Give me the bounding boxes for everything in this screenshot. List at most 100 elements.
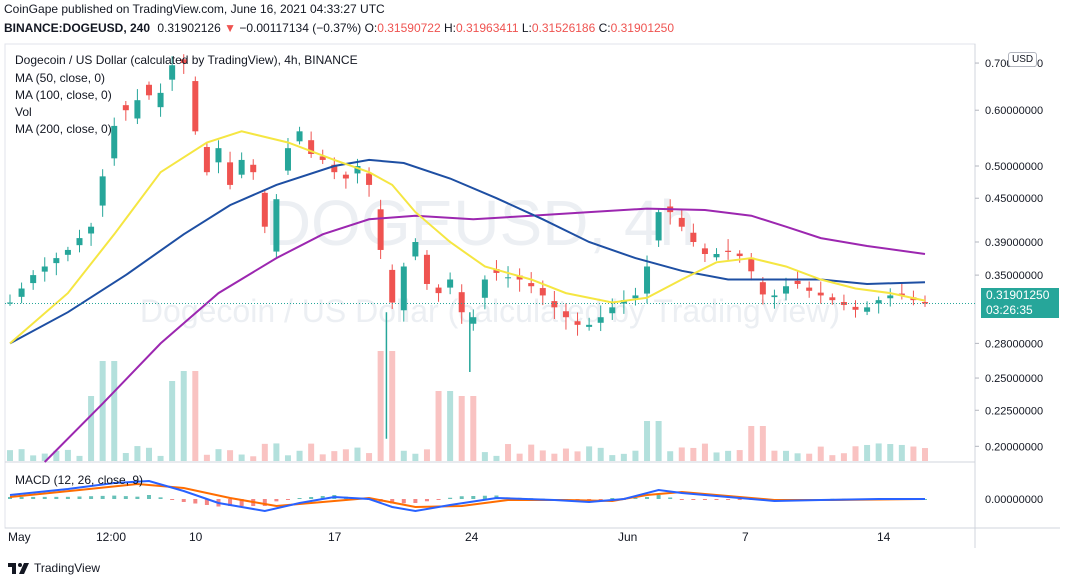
volume-bar bbox=[377, 351, 384, 461]
candle-body bbox=[64, 249, 71, 255]
high-value: 0.31963411 bbox=[456, 21, 519, 35]
legend-ma200[interactable]: MA (200, close, 0) bbox=[15, 122, 112, 136]
volume-bar bbox=[169, 381, 176, 461]
legend-ma50[interactable]: MA (50, close, 0) bbox=[15, 71, 106, 85]
candle-body bbox=[597, 317, 604, 323]
macd-histogram-bar bbox=[274, 499, 279, 502]
candle-body bbox=[423, 254, 430, 284]
macd-histogram-bar bbox=[65, 496, 70, 499]
symbol-label: BINANCE:DOGEUSD, 240 bbox=[4, 21, 151, 35]
y-tick-label: 0.20000000 bbox=[985, 441, 1043, 453]
watermark-symbol: DOGEUSD, 4h bbox=[265, 187, 695, 259]
candle-body bbox=[99, 176, 106, 206]
volume-bar bbox=[458, 396, 465, 461]
macd-histogram-bar bbox=[262, 499, 267, 506]
volume-bar bbox=[238, 454, 245, 461]
macd-histogram-bar bbox=[714, 499, 719, 500]
volume-bar bbox=[701, 443, 708, 461]
volume-bar bbox=[99, 361, 106, 461]
candle-body bbox=[366, 173, 373, 185]
candle-body bbox=[817, 292, 824, 296]
volume-bar bbox=[609, 455, 616, 461]
candle-body bbox=[250, 164, 257, 173]
volume-bar bbox=[551, 453, 558, 461]
macd-histogram-bar bbox=[77, 496, 82, 499]
candle-body bbox=[516, 275, 523, 280]
candle-body bbox=[852, 306, 859, 310]
macd-histogram-bar bbox=[702, 499, 707, 500]
legend-ma100[interactable]: MA (100, close, 0) bbox=[15, 88, 112, 102]
price-tag-countdown: 03:26:35 bbox=[986, 303, 1033, 317]
candle-body bbox=[111, 125, 118, 159]
candle-body bbox=[806, 287, 813, 291]
macd-histogram-bar bbox=[390, 499, 395, 504]
volume-bar bbox=[898, 444, 905, 461]
volume-bar bbox=[655, 421, 662, 461]
candle-body bbox=[18, 288, 25, 297]
candle-body bbox=[30, 275, 37, 284]
volume-bar bbox=[53, 450, 60, 461]
macd-histogram-bar bbox=[413, 499, 418, 503]
currency-badge[interactable]: USD bbox=[1008, 52, 1038, 67]
y-tick-label: 0.35000000 bbox=[985, 270, 1043, 282]
candle-body bbox=[609, 307, 616, 314]
macd-tick-label: 0.00000000 bbox=[985, 494, 1043, 506]
macd-histogram-bar bbox=[135, 496, 140, 499]
candle-body bbox=[215, 148, 222, 163]
x-tick-label: 14 bbox=[877, 530, 891, 544]
ohlc-line: BINANCE:DOGEUSD, 240 0.31902126 ▼ −0.001… bbox=[4, 21, 674, 35]
candle-body bbox=[655, 212, 662, 241]
volume-bar bbox=[539, 450, 546, 461]
volume-bar bbox=[435, 391, 442, 461]
macd-histogram-bar bbox=[459, 496, 464, 499]
y-tick-label: 0.28000000 bbox=[985, 338, 1043, 350]
candle-body bbox=[829, 297, 836, 301]
tradingview-logo[interactable]: TradingView bbox=[8, 561, 100, 575]
macd-histogram-bar bbox=[598, 499, 603, 500]
volume-bar bbox=[481, 452, 488, 461]
macd-histogram-bar bbox=[309, 497, 314, 499]
volume-bar bbox=[840, 453, 847, 461]
volume-bar bbox=[505, 444, 512, 461]
macd-histogram-bar bbox=[401, 499, 406, 504]
high-label: H: bbox=[444, 21, 456, 35]
macd-histogram-bar bbox=[8, 497, 12, 499]
candle-body bbox=[493, 269, 500, 273]
volume-bar bbox=[296, 450, 303, 461]
candle-body bbox=[7, 302, 13, 304]
x-tick-label: 7 bbox=[742, 530, 749, 544]
volume-bar bbox=[122, 453, 129, 461]
volume-bar bbox=[180, 371, 187, 461]
open-value: 0.31590722 bbox=[377, 21, 441, 35]
volume-bar bbox=[875, 443, 882, 461]
candle-body bbox=[690, 232, 697, 243]
macd-histogram-bar bbox=[610, 498, 615, 499]
change-arrow-icon: ▼ bbox=[224, 21, 237, 35]
volume-bar bbox=[783, 450, 790, 461]
volume-bar bbox=[910, 446, 917, 461]
candle-body bbox=[88, 226, 95, 234]
candle-body bbox=[887, 295, 894, 299]
candle-body bbox=[134, 100, 141, 119]
macd-histogram-bar bbox=[737, 499, 742, 500]
volume-bar bbox=[447, 391, 454, 461]
volume-bar bbox=[516, 453, 523, 461]
macd-histogram-bar bbox=[320, 496, 325, 499]
macd-histogram-bar bbox=[146, 495, 151, 499]
legend-macd[interactable]: MACD (12, 26, close, 9) bbox=[15, 473, 144, 487]
macd-histogram-bar bbox=[656, 495, 661, 499]
macd-histogram-bar bbox=[424, 499, 429, 502]
x-tick-label: 17 bbox=[328, 530, 342, 544]
volume-bar bbox=[284, 455, 291, 461]
ma200-line bbox=[43, 207, 926, 463]
legend-vol[interactable]: Vol bbox=[15, 105, 32, 119]
candle-body bbox=[725, 250, 732, 252]
volume-bar bbox=[644, 421, 651, 461]
volume-bar bbox=[586, 446, 593, 461]
volume-bar bbox=[620, 453, 627, 461]
volume-bar bbox=[400, 450, 407, 461]
macd-histogram-bar bbox=[691, 499, 696, 500]
volume-bar bbox=[88, 396, 95, 461]
macd-histogram-bar bbox=[181, 499, 186, 502]
